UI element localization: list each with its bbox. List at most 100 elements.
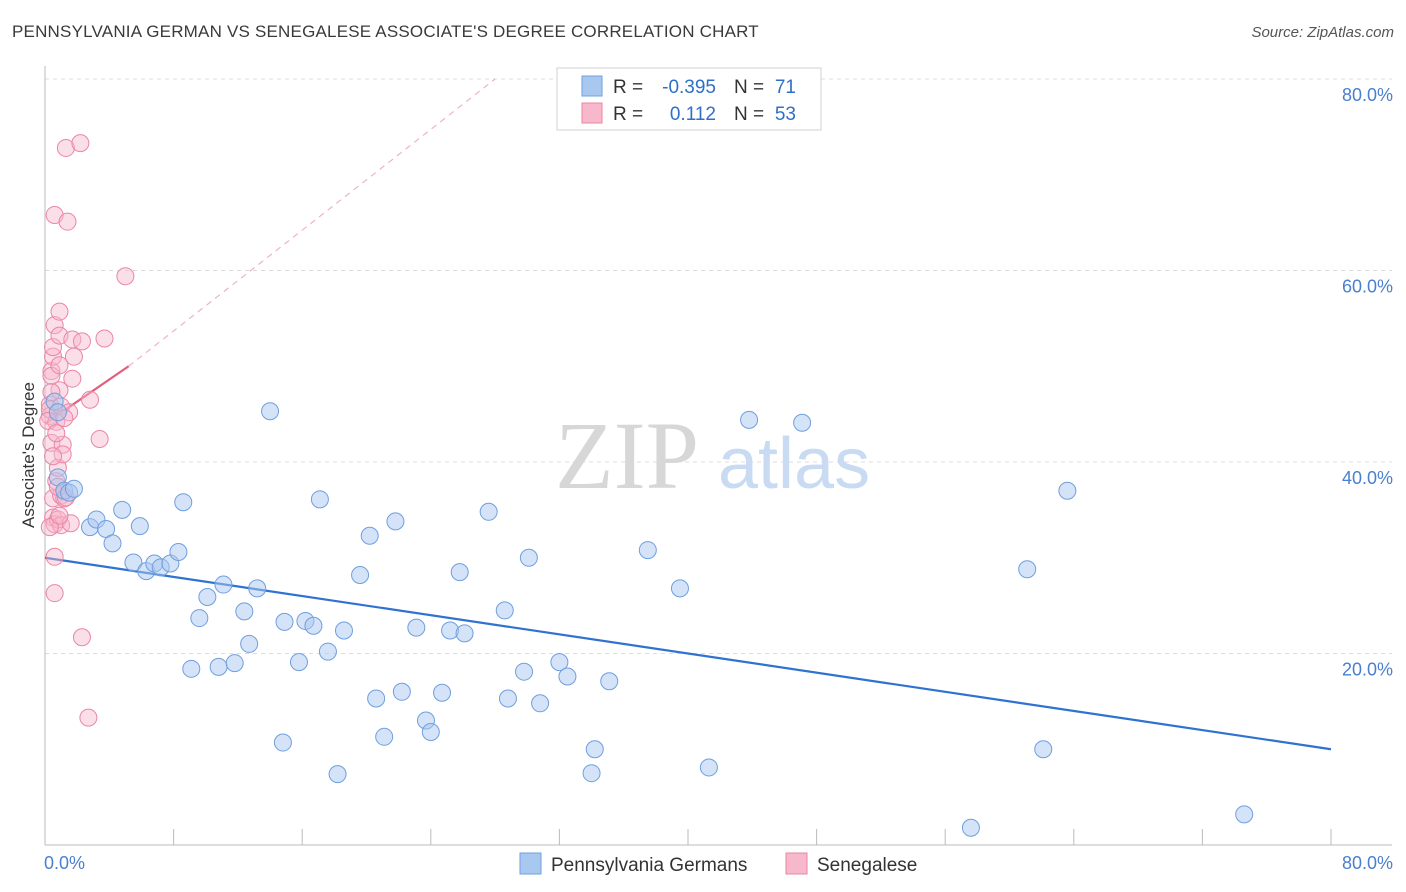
senegalese-point [71, 134, 90, 153]
pennsylvania-germans-point [48, 403, 67, 422]
pennsylvania-germans-point [360, 526, 379, 545]
senegalese-point [90, 430, 109, 449]
pennsylvania-germans-point [248, 579, 267, 598]
pennsylvania-germans-point [198, 588, 217, 607]
pennsylvania-germans-point [407, 618, 426, 637]
pennsylvania-germans-point [1235, 805, 1254, 824]
chart-title: PENNSYLVANIA GERMAN VS SENEGALESE ASSOCI… [12, 22, 759, 41]
legend-swatch-pink [581, 102, 603, 124]
y-axis-title: Associate's Degree [19, 382, 38, 528]
legend-r-value-2: 0.112 [670, 104, 716, 125]
legend-n-label-2: N = [734, 104, 764, 125]
pennsylvania-germans-point [455, 624, 474, 643]
legend-n-value-2: 53 [775, 104, 796, 125]
legend-item-senegalese-swatch [785, 852, 808, 875]
trendline-extension [128, 78, 496, 367]
senegalese-point [53, 435, 72, 454]
pennsylvania-germans-point [699, 758, 718, 777]
pennsylvania-germans-point [600, 672, 619, 691]
senegalese-point [116, 267, 135, 286]
pennsylvania-germans-point [275, 612, 294, 631]
pennsylvania-germans-point [130, 517, 149, 536]
pennsylvania-germans-point [1058, 481, 1077, 500]
pennsylvania-germans-point [304, 616, 323, 635]
legend-n-label-1: N = [734, 77, 764, 98]
pennsylvania-germans-point [793, 413, 812, 432]
pennsylvania-germans-point [450, 563, 469, 582]
senegalese-point [50, 356, 69, 375]
pennsylvania-germans-point [558, 667, 577, 686]
senegalese-point [45, 584, 64, 603]
pennsylvania-germans-point [318, 642, 337, 661]
source-credit: Source: ZipAtlas.com [1251, 24, 1394, 41]
legend-n-value-1: 71 [775, 77, 796, 98]
pennsylvania-germans-point [515, 662, 534, 681]
y-tick-label: 80.0% [1342, 85, 1393, 105]
pennsylvania-germans-point [124, 553, 143, 572]
x-tick-label: 80.0% [1342, 853, 1393, 873]
senegalese-point [42, 433, 61, 452]
watermark-zip: ZIP [555, 402, 699, 509]
senegalese-points [39, 134, 135, 727]
senegalese-point [45, 316, 64, 335]
pennsylvania-germans-point [169, 543, 188, 562]
pennsylvania-germans-point [103, 534, 122, 553]
pennsylvania-germans-point [334, 621, 353, 640]
pennsylvania-germans-point [495, 601, 514, 620]
senegalese-point [44, 447, 63, 466]
pennsylvania-germans-point [240, 634, 259, 653]
pennsylvania-germans-point [261, 402, 280, 421]
pennsylvania-germans-point [64, 479, 83, 498]
pennsylvania-germans-point [550, 653, 569, 672]
legend-item-senegalese: Senegalese [817, 855, 917, 876]
y-tick-label: 60.0% [1342, 277, 1393, 297]
legend-r-label-2: R = [613, 104, 643, 125]
legend-item-pennsylvania-germans: Pennsylvania Germans [551, 855, 747, 876]
legend-item-pennsylvania-germans-swatch [519, 852, 542, 875]
grid-lines [45, 78, 1392, 654]
pennsylvania-germans-point [421, 723, 440, 742]
senegalese-point [50, 506, 69, 525]
legend-swatch-blue [581, 75, 603, 97]
y-tick-label: 20.0% [1342, 660, 1393, 680]
pennsylvania-germans-point [498, 689, 517, 708]
correlation-legend: R = -0.395 N = 71 R = 0.112 N = 53 [556, 67, 822, 131]
pennsylvania-germans-point [740, 410, 759, 429]
pennsylvania-germans-point [479, 502, 498, 521]
pennsylvania-germans-point [209, 657, 228, 676]
series-legend: Pennsylvania Germans Senegalese [519, 852, 917, 876]
pennsylvania-germans-point [351, 565, 370, 584]
pennsylvania-germans-point [289, 653, 308, 672]
pennsylvania-germans-point [638, 541, 657, 560]
pennsylvania-germans-point [375, 727, 394, 746]
pennsylvania-germans-point [113, 500, 132, 519]
y-tick-labels: 20.0% 40.0% 60.0% 80.0% [1342, 85, 1393, 680]
pennsylvania-germans-point [531, 694, 550, 713]
pennsylvania-germans-point [433, 683, 452, 702]
senegalese-point [72, 332, 91, 351]
legend-r-value-1: -0.395 [662, 77, 716, 98]
pennsylvania-germans-point [386, 512, 405, 531]
pennsylvania-germans-point [225, 654, 244, 673]
watermark-atlas: atlas [718, 424, 870, 504]
pennsylvania-germans-point [392, 682, 411, 701]
legend-r-label-1: R = [613, 77, 643, 98]
pennsylvania-germans-point [1034, 740, 1053, 759]
pennsylvania-germans-point [519, 548, 538, 567]
pennsylvania-germans-point [582, 764, 601, 783]
pennsylvania-germans-point [1018, 560, 1037, 579]
pennsylvania-germans-point [670, 579, 689, 598]
senegalese-point [50, 302, 69, 321]
senegalese-point [64, 347, 83, 366]
pennsylvania-germans-point [235, 602, 254, 621]
pennsylvania-germans-point [328, 765, 347, 784]
pennsylvania-germans-point [190, 609, 209, 628]
x-tick-label: 0.0% [44, 853, 85, 873]
pennsylvania-germans-point [961, 818, 980, 837]
senegalese-point [58, 212, 77, 231]
pennsylvania-germans-point [214, 575, 233, 594]
senegalese-point [45, 547, 64, 566]
pennsylvania-germans-point [182, 659, 201, 678]
pennsylvania-germans-point [174, 493, 193, 512]
